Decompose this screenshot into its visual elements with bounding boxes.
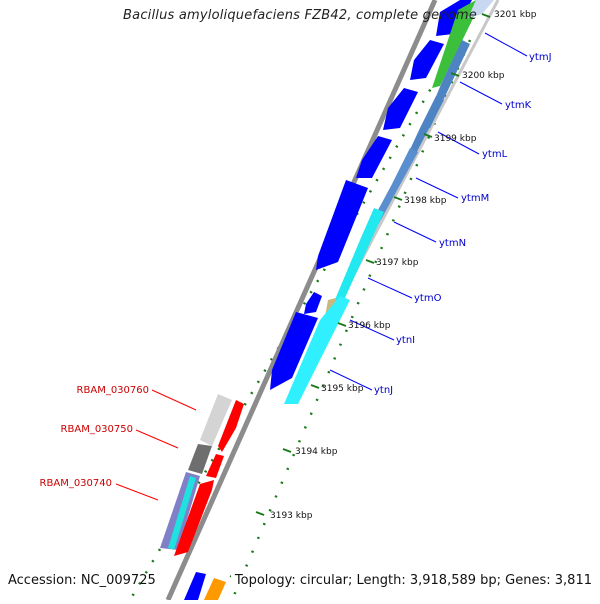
gene-label-rbam-030760[interactable]: RBAM_030760 bbox=[77, 385, 149, 396]
left-gene-labels: RBAM_030760 RBAM_030750 RBAM_030740 bbox=[40, 385, 149, 489]
gene-label-ytmN[interactable]: ytmN bbox=[439, 238, 466, 249]
right-gene-labels: ytmJ ytmK ytmL ytmM ytmN ytmO ytnI ytnJ bbox=[374, 52, 552, 396]
gene-label-ytmJ[interactable]: ytmJ bbox=[529, 52, 552, 63]
kbp-tick-marks bbox=[229, 13, 491, 580]
track-green bbox=[432, 0, 482, 88]
track-cyan-2 bbox=[284, 296, 350, 404]
kbp-label: 3194 kbp bbox=[295, 447, 338, 457]
reverse-genes-left bbox=[160, 394, 244, 556]
gene-ytmO[interactable] bbox=[304, 292, 322, 314]
gene-label-ytnJ[interactable]: ytnJ bbox=[374, 385, 393, 396]
gene-label-rbam-030740[interactable]: RBAM_030740 bbox=[40, 478, 112, 489]
gene-bottom-orange[interactable] bbox=[204, 578, 226, 600]
forward-genes-right bbox=[270, 0, 472, 390]
gene-label-rbam-030750[interactable]: RBAM_030750 bbox=[61, 424, 133, 435]
accession-text: Accession: NC_009725 bbox=[8, 573, 156, 588]
genome-summary-text: Topology: circular; Length: 3,918,589 bp… bbox=[230, 573, 592, 588]
gene-label-ytmM[interactable]: ytmM bbox=[461, 193, 489, 204]
gene-rbam-030760-track bbox=[200, 394, 232, 446]
gene-label-ytmO[interactable]: ytmO bbox=[414, 293, 442, 304]
left-leader-lines bbox=[115, 389, 197, 501]
track-cyan-left bbox=[168, 476, 196, 550]
gene-ytmL[interactable] bbox=[383, 88, 418, 130]
gene-ytmM[interactable] bbox=[356, 136, 392, 178]
gene-rbam-030760[interactable] bbox=[218, 400, 244, 452]
gene-rbam-030740[interactable] bbox=[174, 480, 214, 556]
right-leader-lines bbox=[329, 32, 528, 391]
kbp-label: 3197 kbp bbox=[376, 258, 419, 268]
gene-rbam-030750[interactable] bbox=[206, 454, 224, 478]
track-cyan-1 bbox=[334, 208, 384, 302]
gene-ytmK[interactable] bbox=[410, 40, 444, 80]
kbp-label: 3198 kbp bbox=[404, 196, 447, 206]
genome-title: Bacillus amyloliquefaciens FZB42, comple… bbox=[123, 8, 477, 23]
gene-label-ytnI[interactable]: ytnI bbox=[396, 335, 415, 346]
right-feature-track bbox=[284, 0, 494, 404]
gene-label-ytmL[interactable]: ytmL bbox=[482, 149, 508, 160]
kbp-label: 3193 kbp bbox=[270, 511, 313, 521]
kbp-label: 3196 kbp bbox=[348, 321, 391, 331]
kbp-label: 3199 kbp bbox=[434, 134, 477, 144]
track-lightblue-top bbox=[468, 0, 494, 18]
gene-ytmN[interactable] bbox=[316, 180, 368, 270]
gene-ytnI[interactable] bbox=[270, 312, 318, 390]
gene-label-ytmK[interactable]: ytmK bbox=[505, 100, 532, 111]
gene-rbam-030750-track bbox=[188, 444, 212, 474]
kbp-label: 3201 kbp bbox=[494, 10, 537, 20]
genome-backbone bbox=[165, 0, 438, 602]
kbp-label: 3195 kbp bbox=[321, 384, 364, 394]
kbp-label: 3200 kbp bbox=[462, 71, 505, 81]
gene-bottom-blue[interactable] bbox=[184, 572, 206, 600]
